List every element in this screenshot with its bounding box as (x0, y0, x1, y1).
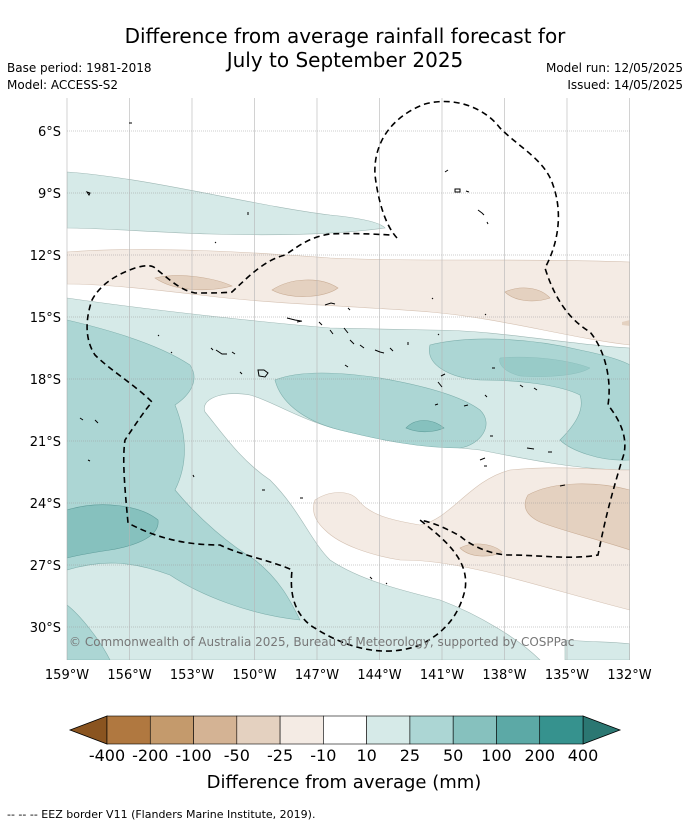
lat-tick-label: 18°S (30, 373, 61, 388)
colorbar-tick-label: 50 (443, 746, 463, 765)
longitude-labels: 159°W 156°W 153°W 150°W 147°W 144°W 141°W 138°W… (45, 668, 652, 683)
copyright-notice: © Commonwealth of Australia 2025, Bureau… (69, 635, 574, 649)
lat-tick-label: 9°S (38, 187, 61, 202)
colorbar-tick-label: -10 (310, 746, 336, 765)
colorbar-title: Difference from average (mm) (207, 772, 482, 793)
colorbar-low-extend (68, 715, 108, 745)
meta-left: Base period: 1981-2018 Model: ACCESS-S2 (7, 60, 152, 94)
latitude-labels: 6°S 9°S 12°S 15°S 18°S 21°S 24°S 27°S 30°S (30, 125, 61, 636)
colorbar-swatch (539, 715, 584, 745)
lon-tick-label: 144°W (357, 668, 401, 683)
colorbar-tick-label: 100 (481, 746, 512, 765)
eez-footnote: -- -- -- EEZ border V11 (Flanders Marine… (7, 808, 316, 821)
colorbar-tick-label: 25 (400, 746, 420, 765)
colorbar-tick-label: -100 (175, 746, 211, 765)
lon-tick-label: 150°W (232, 668, 276, 683)
lon-tick-label: 159°W (45, 668, 89, 683)
colorbar-tick-label: -400 (89, 746, 125, 765)
lon-tick-label: 138°W (482, 668, 526, 683)
map-title: Difference from average rainfall forecas… (0, 24, 690, 72)
colorbar-swatch (149, 715, 194, 745)
base-period: Base period: 1981-2018 (7, 61, 152, 75)
colorbar-swatch (409, 715, 454, 745)
lat-tick-label: 12°S (30, 249, 61, 264)
colorbar-tick-label: -200 (132, 746, 168, 765)
title-line-2: July to September 2025 (226, 48, 464, 72)
lat-tick-label: 6°S (38, 125, 61, 140)
colorbar-swatch (279, 715, 324, 745)
lon-tick-label: 132°W (607, 668, 651, 683)
lat-tick-label: 15°S (30, 311, 61, 326)
lon-tick-label: 147°W (295, 668, 339, 683)
islands (79, 122, 566, 585)
lon-tick-label: 141°W (420, 668, 464, 683)
lon-tick-label: 156°W (107, 668, 151, 683)
model-name: Model: ACCESS-S2 (7, 78, 119, 92)
eez-borders (86, 100, 626, 652)
colorbar-tick-label: -50 (224, 746, 250, 765)
colorbar-swatch (106, 715, 151, 745)
lat-tick-label: 24°S (30, 497, 61, 512)
lat-tick-label: 27°S (30, 559, 61, 574)
colorbar-tick-label: 10 (356, 746, 376, 765)
colorbar-tick-label: -25 (267, 746, 293, 765)
colorbar: -400 -200 -100 -50 -25 -10 10 25 50 100 200 400 (68, 715, 622, 765)
lat-tick-label: 30°S (30, 621, 61, 636)
colorbar-swatch (193, 715, 238, 745)
issued-date: Issued: 14/05/2025 (567, 78, 683, 92)
colorbar-swatch (452, 715, 497, 745)
lat-tick-label: 21°S (30, 435, 61, 450)
colorbar-high-extend (582, 715, 622, 745)
title-line-1: Difference from average rainfall forecas… (124, 24, 566, 48)
graticule (66, 98, 630, 660)
colorbar-tick-label: 200 (524, 746, 555, 765)
colorbar-swatch (323, 715, 367, 745)
lon-tick-label: 135°W (545, 668, 589, 683)
colorbar-tick-label: 400 (568, 746, 599, 765)
lon-tick-label: 153°W (170, 668, 214, 683)
colorbar-swatch (366, 715, 411, 745)
colorbar-swatch (236, 715, 281, 745)
model-run: Model run: 12/05/2025 (545, 61, 683, 75)
colorbar-swatch (496, 715, 541, 745)
rainfall-field (67, 171, 630, 660)
meta-right: Model run: 12/05/2025 Issued: 14/05/2025 (546, 60, 683, 94)
